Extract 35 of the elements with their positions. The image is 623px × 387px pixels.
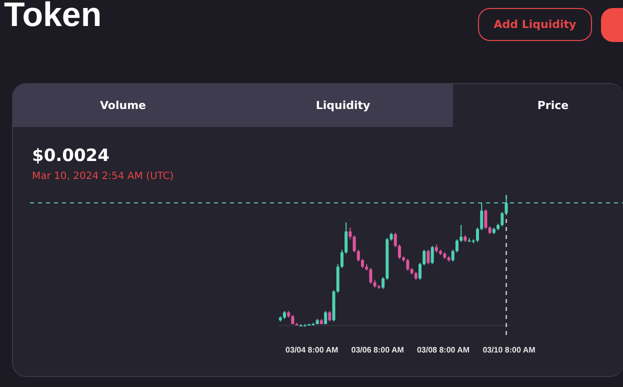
candlestick [340, 249, 344, 269]
chart-title: Token [4, 0, 102, 35]
candlestick [476, 227, 480, 242]
x-tick-label: 03/04 8:00 AM [286, 345, 338, 354]
candlestick [394, 232, 397, 248]
candlestick [426, 249, 430, 265]
candlestick [460, 224, 463, 242]
candlestick [348, 227, 352, 240]
candlestick [451, 249, 454, 262]
text: Price [453, 84, 623, 127]
text: $0.0024 [32, 146, 110, 166]
candlestick [328, 310, 332, 322]
candlestick [500, 211, 504, 227]
candlestick [361, 258, 364, 269]
text: Mar 10, 2024 2:54 AM (UTC) [32, 171, 174, 182]
candlestick [398, 244, 401, 260]
candlestick [455, 238, 458, 253]
add-button[interactable]: Add Liquidity [478, 8, 592, 41]
x-tick-label: 03/06 8:00 AM [351, 345, 404, 354]
candlestick [382, 276, 385, 290]
candlestick [344, 222, 348, 254]
candlestick [418, 262, 422, 280]
text: Volume [13, 84, 233, 127]
candlestick [369, 268, 372, 284]
candlestick [484, 208, 488, 230]
candlestick [422, 249, 426, 266]
candlestick [352, 234, 356, 253]
candlestick [406, 258, 410, 272]
candlestick [504, 194, 508, 216]
x-tick-label: 03/10 8:00 AM [482, 345, 536, 354]
candlestick [480, 202, 484, 231]
x-tick-label: 03/08 8:00 AM [416, 345, 470, 354]
candlestick [356, 249, 360, 262]
candlestick [430, 245, 434, 265]
text: Liquidity [233, 84, 453, 127]
